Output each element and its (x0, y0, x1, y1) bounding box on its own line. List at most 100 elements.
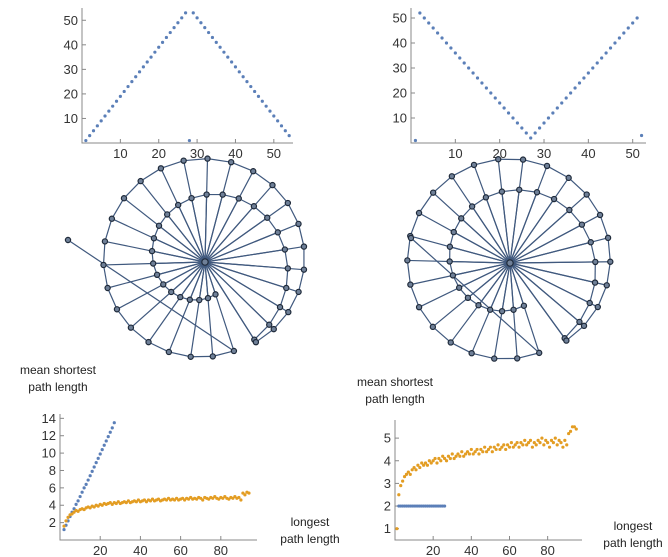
graph-node (498, 307, 506, 315)
graph-edge (509, 262, 607, 286)
graph-node (281, 246, 289, 253)
blue-data-point (82, 486, 86, 490)
blue-data-point (110, 426, 114, 430)
graph-node (498, 188, 506, 195)
bottom-left-plot: mean shortest path length longest path len… (20, 363, 340, 557)
blue-data-point (157, 45, 161, 49)
graph-edge (473, 158, 499, 166)
orange-data-point (443, 456, 447, 461)
orange-data-point (507, 445, 512, 449)
graph-edge (111, 218, 206, 263)
graph-node (576, 318, 583, 326)
orange-data-point (397, 493, 401, 497)
graph-node (180, 157, 187, 164)
graph-node (252, 338, 260, 346)
blue-data-point (484, 86, 488, 90)
blue-data-point (506, 111, 511, 115)
graph-node (415, 209, 423, 217)
graph-edge (212, 350, 235, 357)
x-tick-label: 40 (581, 146, 595, 161)
graph-edge (497, 159, 511, 264)
orange-data-point (460, 450, 464, 454)
orange-data-point (452, 456, 456, 461)
graph-hub-node (201, 258, 209, 266)
blue-data-point (106, 434, 110, 439)
orange-data-point (561, 445, 565, 449)
graph-node (212, 291, 219, 298)
graph-node (491, 355, 498, 362)
graph-node (458, 215, 465, 222)
x-tick-label: 30 (537, 146, 551, 161)
graph-edge (287, 202, 300, 225)
blue-data-point (529, 136, 533, 140)
bottom-right-plot: mean shortest path length longest path len… (357, 375, 663, 557)
graph-node (450, 228, 457, 236)
graph-node (295, 288, 302, 296)
graph-node (578, 221, 586, 228)
blue-data-point (524, 131, 528, 135)
graph-node (204, 294, 212, 302)
x-tick-label: 40 (133, 543, 147, 557)
blue-data-point (207, 30, 211, 35)
graph-edge (418, 306, 434, 328)
blue-data-point (551, 111, 555, 115)
top-left-plot: 10 20 30 40 50 10 20 30 40 50 (64, 8, 293, 161)
graph-edge (111, 197, 125, 220)
blue-data-point (111, 104, 115, 108)
x-tick-label: 20 (93, 543, 107, 557)
blue-data-point (276, 119, 280, 123)
blue-data-point (160, 40, 165, 44)
orange-data-point (62, 524, 66, 528)
y-tick-label: 50 (393, 11, 407, 26)
graph-node (446, 258, 453, 265)
y-tick-label: 3 (384, 476, 391, 491)
graph-edge (599, 214, 609, 239)
orange-data-point (494, 447, 498, 452)
graph-edge (287, 291, 300, 313)
graph-node (145, 338, 152, 346)
orange-data-point (425, 463, 430, 467)
graph-edge (517, 352, 540, 359)
graph-node (468, 349, 475, 357)
orange-data-point (504, 447, 508, 452)
graph-node (300, 243, 308, 250)
blue-data-point (191, 11, 195, 15)
graph-edge (140, 167, 162, 182)
orange-data-point (444, 459, 449, 463)
blue-data-point (462, 61, 466, 65)
orange-data-point (567, 431, 571, 436)
blue-data-point (564, 96, 568, 100)
blue-data-point (172, 26, 176, 30)
orange-data-point (517, 445, 521, 449)
blue-data-point (537, 126, 542, 130)
graph-node (187, 353, 194, 360)
blue-data-point (515, 121, 520, 125)
blue-data-point (141, 65, 145, 69)
orange-data-point (458, 454, 462, 458)
y-tick-label: 30 (64, 62, 78, 77)
graph-node (603, 282, 610, 289)
y-tick-label: 20 (393, 86, 407, 101)
graph-node (475, 302, 482, 309)
orange-data-point (492, 445, 496, 449)
graph-node (514, 355, 521, 362)
orange-data-point (509, 441, 513, 445)
graph-edge (67, 239, 235, 352)
right-spiral-graph (404, 156, 614, 362)
graph-node (188, 194, 195, 202)
orange-data-point (565, 443, 569, 447)
blue-data-point (604, 51, 608, 55)
orange-data-point (486, 447, 491, 452)
graph-node (516, 186, 523, 193)
orange-data-point (404, 472, 409, 476)
blue-data-point (180, 16, 184, 20)
y-tick-label: 10 (64, 111, 78, 126)
blue-data-point (134, 75, 138, 79)
orange-data-point (441, 454, 445, 458)
graph-node (429, 189, 437, 196)
graph-node (404, 257, 411, 264)
graph-edge (509, 165, 548, 264)
graph-node (104, 284, 111, 292)
orange-data-point (479, 447, 483, 452)
graph-edge (509, 194, 588, 264)
